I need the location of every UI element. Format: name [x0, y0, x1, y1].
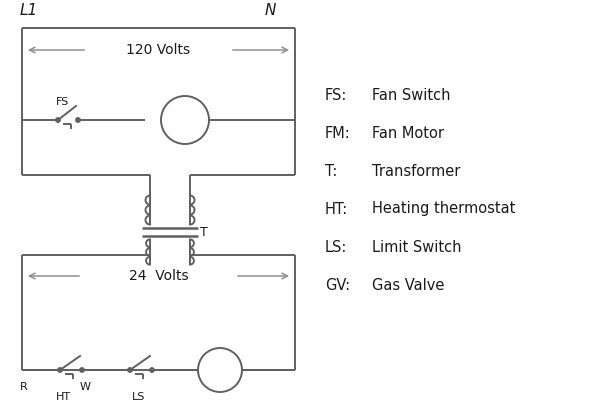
Text: FM:: FM:	[325, 126, 350, 140]
Text: 24  Volts: 24 Volts	[129, 269, 188, 283]
Text: LS: LS	[132, 392, 146, 400]
Text: Transformer: Transformer	[372, 164, 460, 178]
Text: Gas Valve: Gas Valve	[372, 278, 444, 292]
Text: Fan Motor: Fan Motor	[372, 126, 444, 140]
Circle shape	[150, 368, 154, 372]
Text: L1: L1	[20, 3, 38, 18]
Text: Limit Switch: Limit Switch	[372, 240, 461, 254]
Text: 120 Volts: 120 Volts	[126, 43, 191, 57]
Text: GV:: GV:	[325, 278, 350, 292]
Text: LS:: LS:	[325, 240, 348, 254]
Circle shape	[58, 368, 62, 372]
Circle shape	[161, 96, 209, 144]
Text: T:: T:	[325, 164, 337, 178]
Text: Fan Switch: Fan Switch	[372, 88, 451, 102]
Text: W: W	[80, 382, 90, 392]
Circle shape	[56, 118, 60, 122]
Text: FM: FM	[176, 114, 194, 126]
Text: R: R	[20, 382, 28, 392]
Text: FS:: FS:	[325, 88, 348, 102]
Circle shape	[128, 368, 132, 372]
Text: N: N	[265, 3, 276, 18]
Text: T: T	[200, 226, 208, 238]
Circle shape	[198, 348, 242, 392]
Text: GV: GV	[211, 364, 229, 376]
Text: FS: FS	[56, 97, 69, 107]
Circle shape	[80, 368, 84, 372]
Text: HT: HT	[55, 392, 71, 400]
Circle shape	[76, 118, 80, 122]
Text: Heating thermostat: Heating thermostat	[372, 202, 516, 216]
Text: HT:: HT:	[325, 202, 348, 216]
